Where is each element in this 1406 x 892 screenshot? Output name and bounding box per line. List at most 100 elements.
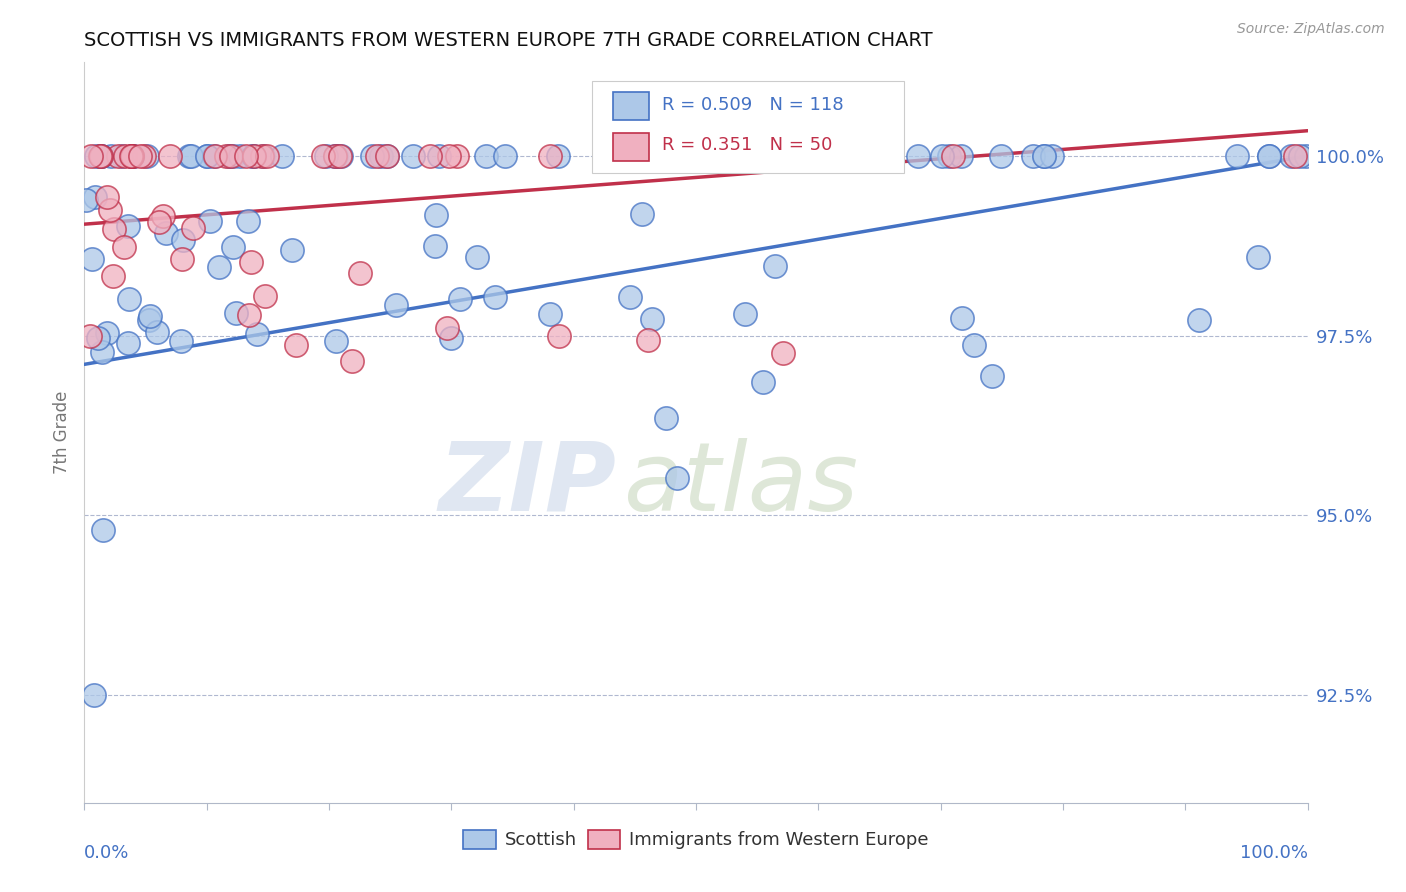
Point	[96, 326, 118, 340]
Point	[179, 149, 201, 163]
Text: 100.0%: 100.0%	[1240, 844, 1308, 862]
Point	[446, 149, 468, 163]
Point	[1295, 149, 1317, 163]
Point	[963, 338, 986, 352]
Point	[121, 149, 143, 163]
Point	[942, 149, 965, 163]
Point	[101, 268, 124, 283]
Point	[87, 331, 110, 345]
Point	[218, 149, 240, 163]
Point	[875, 149, 897, 163]
Point	[285, 338, 308, 352]
Point	[793, 149, 815, 163]
Point	[112, 240, 135, 254]
Point	[90, 149, 112, 163]
Point	[139, 310, 162, 324]
Point	[361, 149, 384, 163]
Point	[613, 149, 636, 163]
Point	[148, 215, 170, 229]
Point	[100, 149, 122, 163]
Point	[377, 149, 399, 163]
Point	[370, 149, 392, 163]
Point	[325, 334, 347, 349]
Point	[122, 149, 145, 163]
Point	[384, 297, 406, 311]
Point	[325, 149, 347, 163]
Point	[235, 149, 257, 163]
Point	[637, 333, 659, 347]
Point	[121, 149, 143, 163]
Point	[253, 289, 276, 303]
Point	[630, 207, 652, 221]
Point	[849, 149, 872, 163]
Point	[170, 252, 193, 266]
Legend: Scottish, Immigrants from Western Europe: Scottish, Immigrants from Western Europe	[456, 823, 936, 856]
Text: ZIP: ZIP	[439, 438, 616, 531]
Point	[730, 149, 752, 163]
Point	[98, 203, 121, 218]
Point	[419, 149, 441, 163]
Point	[931, 149, 953, 163]
Point	[111, 149, 134, 163]
Point	[652, 149, 675, 163]
Point	[538, 149, 561, 163]
Point	[436, 321, 458, 335]
Point	[423, 239, 446, 253]
Point	[1247, 250, 1270, 264]
Point	[990, 149, 1012, 163]
Point	[152, 209, 174, 223]
Point	[242, 149, 264, 163]
Point	[1289, 149, 1312, 163]
Point	[132, 149, 155, 163]
Y-axis label: 7th Grade: 7th Grade	[53, 391, 72, 475]
Point	[538, 308, 561, 322]
Point	[907, 149, 929, 163]
Point	[136, 149, 159, 163]
Point	[215, 149, 238, 163]
Point	[229, 149, 252, 163]
Point	[696, 149, 718, 163]
Point	[1284, 149, 1306, 163]
Point	[950, 310, 973, 325]
Point	[1033, 149, 1056, 163]
Point	[655, 411, 678, 425]
Point	[1226, 149, 1249, 163]
Point	[637, 149, 659, 163]
Point	[103, 221, 125, 235]
Point	[90, 149, 112, 163]
Point	[83, 688, 105, 702]
Point	[467, 250, 489, 264]
Point	[240, 255, 263, 269]
Point	[204, 149, 226, 163]
Point	[246, 327, 269, 342]
Point	[1032, 149, 1054, 163]
Point	[172, 233, 194, 247]
Bar	[613, 133, 650, 161]
Point	[236, 214, 259, 228]
Point	[238, 309, 260, 323]
Point	[90, 149, 112, 163]
Point	[90, 345, 112, 359]
Point	[80, 252, 103, 266]
Point	[181, 220, 204, 235]
FancyBboxPatch shape	[592, 81, 904, 173]
Point	[329, 149, 352, 163]
Point	[323, 149, 346, 163]
Point	[138, 313, 160, 327]
Point	[96, 190, 118, 204]
Point	[315, 149, 337, 163]
Text: atlas: atlas	[623, 438, 858, 531]
Point	[225, 306, 247, 320]
Point	[219, 149, 242, 163]
Point	[270, 149, 292, 163]
Point	[170, 334, 193, 348]
Point	[117, 219, 139, 233]
Text: R = 0.509   N = 118: R = 0.509 N = 118	[662, 96, 844, 114]
Point	[1281, 149, 1303, 163]
Point	[180, 149, 202, 163]
Point	[375, 149, 398, 163]
Point	[772, 345, 794, 359]
Point	[195, 149, 218, 163]
Point	[75, 193, 97, 207]
Point	[84, 149, 107, 163]
